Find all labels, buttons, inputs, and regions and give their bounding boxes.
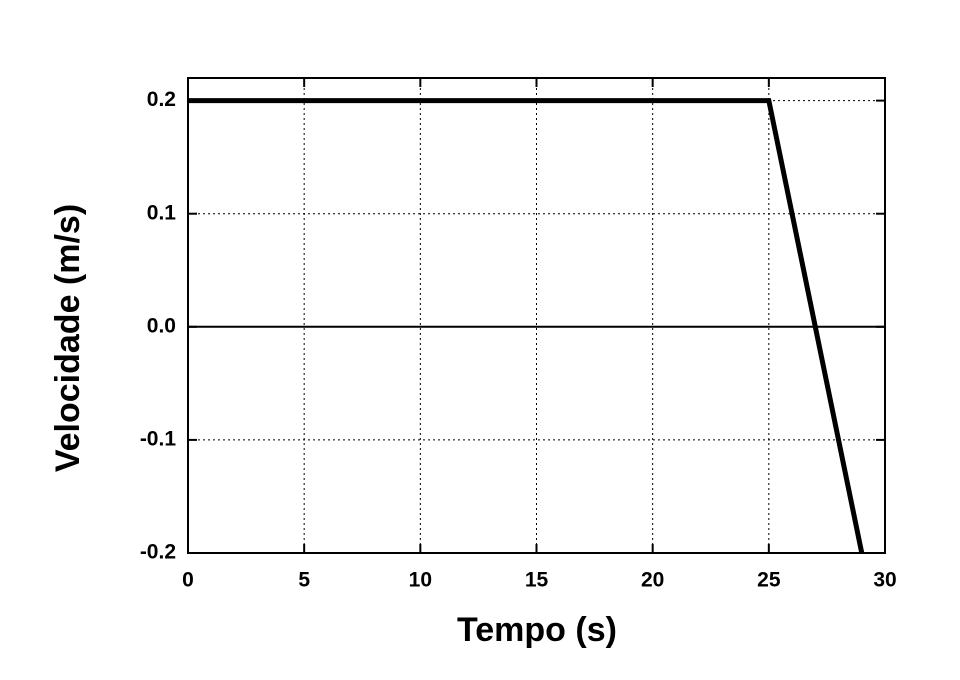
- x-tick-label: 30: [873, 569, 896, 592]
- x-tick-label: 25: [757, 569, 781, 592]
- x-tick-label: 10: [409, 569, 432, 592]
- x-tick-label: 0: [182, 569, 194, 592]
- y-tick-label: -0.2: [140, 541, 176, 564]
- y-tick-label: -0.1: [140, 427, 177, 450]
- y-tick-label: 0.1: [147, 201, 177, 224]
- y-axis-title: Velocidade (m/s): [49, 204, 87, 472]
- x-tick-label: 20: [641, 569, 664, 592]
- data-line: [188, 98, 865, 554]
- x-tick-label: 5: [298, 569, 310, 592]
- y-tick-label: 0.0: [147, 314, 176, 337]
- x-tick-label: 15: [525, 569, 549, 592]
- x-axis-title: Tempo (s): [457, 611, 617, 649]
- plot-frame: [187, 77, 886, 554]
- y-tick-label: 0.2: [147, 88, 176, 111]
